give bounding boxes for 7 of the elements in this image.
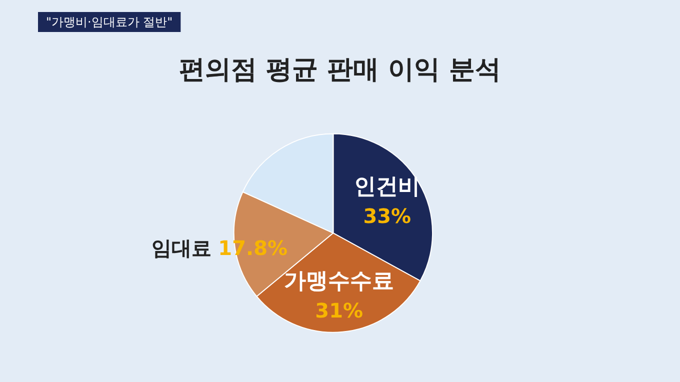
chart-subtitle: "가맹비·임대료가 절반" bbox=[46, 15, 173, 29]
slice-label: 가맹수수료 bbox=[284, 268, 394, 294]
data-label: 31% bbox=[315, 298, 364, 322]
chart-title: 편의점 평균 판매 이익 분석 bbox=[178, 55, 502, 85]
slice-label: 임대료 bbox=[152, 236, 212, 260]
data-label: 33% bbox=[363, 204, 412, 228]
slice-label: 인건비 bbox=[354, 174, 420, 200]
